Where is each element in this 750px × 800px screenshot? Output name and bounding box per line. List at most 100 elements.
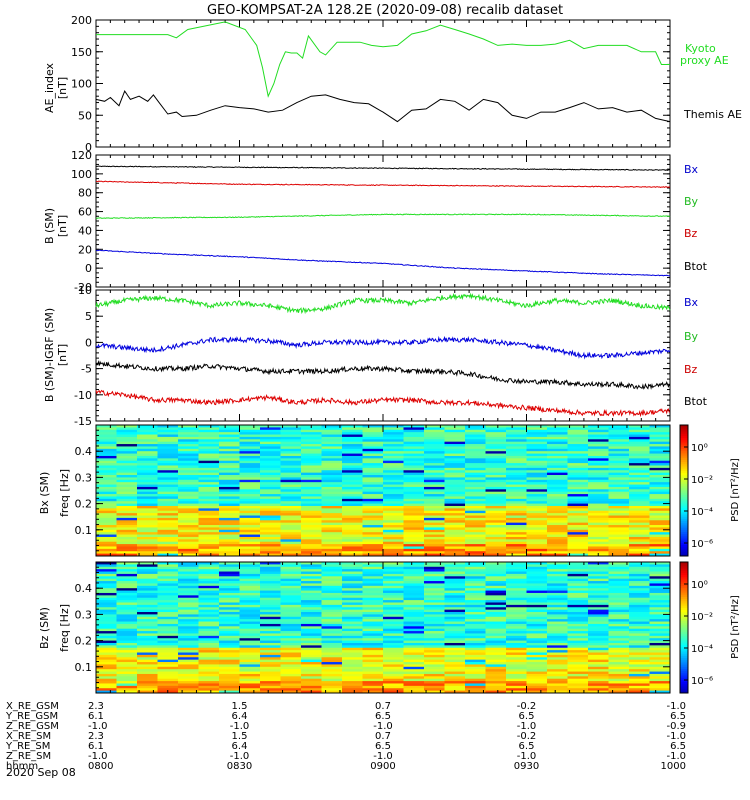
spectrogram-cell <box>485 522 507 526</box>
spectrogram-cell <box>588 659 609 663</box>
spectrogram-cell <box>526 609 548 613</box>
spectrogram-cell <box>588 515 609 519</box>
spectrogram-cell <box>301 520 322 524</box>
colorbar-segment <box>680 427 688 430</box>
spectrogram-cell <box>321 638 343 641</box>
spectrogram-cell <box>260 441 281 445</box>
db-ylabel-2: [nT] <box>56 344 69 366</box>
spectrogram-cell <box>383 602 404 606</box>
spectrogram-cell <box>608 479 630 483</box>
spectrogram-cell <box>239 564 261 568</box>
spectrogram-cell <box>506 501 527 504</box>
spectrogram-cell <box>403 489 425 493</box>
spectrogram-cell <box>178 448 199 452</box>
spectrogram-cell <box>301 595 322 599</box>
colorbar-segment <box>680 451 688 454</box>
spectrogram-cell <box>96 427 117 431</box>
spectrogram-cell <box>116 564 138 568</box>
spectrogram-cell <box>506 475 527 478</box>
spectrogram-cell <box>342 600 363 603</box>
spectrogram-cell <box>526 489 548 493</box>
spectrogram-cell <box>260 529 281 533</box>
spectrogram-cell <box>280 541 302 545</box>
spectrogram-cell <box>321 678 343 682</box>
spectrogram-cell <box>383 619 404 622</box>
spectrogram-cell <box>239 517 261 521</box>
spectrogram-cell <box>157 647 179 651</box>
spectrogram-cell <box>280 429 302 433</box>
spectrogram-cell <box>567 536 589 540</box>
spectrogram-cell <box>526 467 548 471</box>
series-themis-ae <box>95 90 671 123</box>
spectrogram-cell <box>567 479 589 483</box>
spectrogram-cell <box>157 616 179 620</box>
spectrogram-cell <box>157 432 179 435</box>
ephemeris-value: 2.3 <box>88 731 104 742</box>
spectrogram-cell <box>137 486 158 490</box>
spectrogram-cell <box>198 669 220 672</box>
spectrogram-cell <box>506 532 527 535</box>
spectrogram-cell <box>444 536 466 540</box>
spectrogram-cell <box>137 588 158 591</box>
spectrogram-cell <box>96 602 117 606</box>
spectrogram-cell <box>362 573 384 577</box>
spectrogram-cell <box>321 467 343 471</box>
spectrogram-cell <box>424 491 445 495</box>
spectrogram-cell <box>280 688 302 692</box>
spectrogram-cell <box>116 427 138 431</box>
spectrogram-cell <box>485 525 507 528</box>
spectrogram-cell <box>219 467 240 471</box>
spectrogram-cell <box>424 578 445 582</box>
spectrogram-cell <box>383 489 404 493</box>
spectrogram-cell <box>608 534 630 538</box>
spectrogram-cell <box>342 650 363 653</box>
spectrogram-cell <box>506 536 527 540</box>
spectrogram-cell <box>629 522 650 526</box>
spectrogram-cell <box>342 463 363 466</box>
spectrogram-cell <box>239 638 261 641</box>
spectrogram-cell <box>157 460 179 464</box>
spectrogram-cell <box>403 581 425 584</box>
spectrogram-cell <box>383 501 404 504</box>
spectrogram-cell <box>280 520 302 524</box>
spectrogram-cell <box>588 446 609 450</box>
spectrogram-cell <box>96 434 117 438</box>
spectrogram-cell <box>526 590 548 594</box>
spectrogram-cell <box>649 583 671 587</box>
spectrogram-cell <box>588 631 609 634</box>
spectrogram-cell <box>96 505 117 509</box>
spectrogram-cell <box>424 652 445 656</box>
spectrogram-cell <box>280 532 302 535</box>
spectrogram-cell <box>301 548 322 552</box>
spectrogram-cell <box>96 458 117 462</box>
spectrogram-cell <box>547 532 568 535</box>
spectrogram-cell <box>383 690 404 694</box>
spectrogram-cell <box>239 647 261 651</box>
ephemeris-value: 0900 <box>370 761 395 772</box>
spectrogram-cell <box>321 600 343 603</box>
spectrogram-cell <box>362 595 384 599</box>
spectrogram-cell <box>178 685 199 689</box>
spectrogram-cell <box>239 585 261 589</box>
spectrogram-cell <box>485 652 507 656</box>
spectrogram-cell <box>567 515 589 519</box>
spectrogram-cell <box>342 451 363 454</box>
spectrogram-cell <box>424 576 445 580</box>
spectrogram-cell <box>444 638 466 641</box>
spectrogram-cell <box>567 486 589 490</box>
spectrogram-cell <box>506 436 527 440</box>
spectrogram-cell <box>321 513 343 516</box>
spectrogram-cell <box>526 676 548 680</box>
spectrogram-cell <box>219 491 240 495</box>
spectrogram-cell <box>198 484 220 488</box>
spectrogram-cell <box>260 465 281 469</box>
spectrogram-cell <box>567 520 589 524</box>
spectrogram-cell <box>403 465 425 469</box>
spectrogram-cell <box>506 600 527 603</box>
spectrogram-cell <box>260 517 281 521</box>
spectrogram-cell <box>198 645 220 649</box>
spectrogram-cell <box>260 571 281 575</box>
spectrogram-cell <box>485 446 507 450</box>
spectrogram-cell <box>567 628 589 632</box>
spectrogram-cell <box>629 427 650 431</box>
